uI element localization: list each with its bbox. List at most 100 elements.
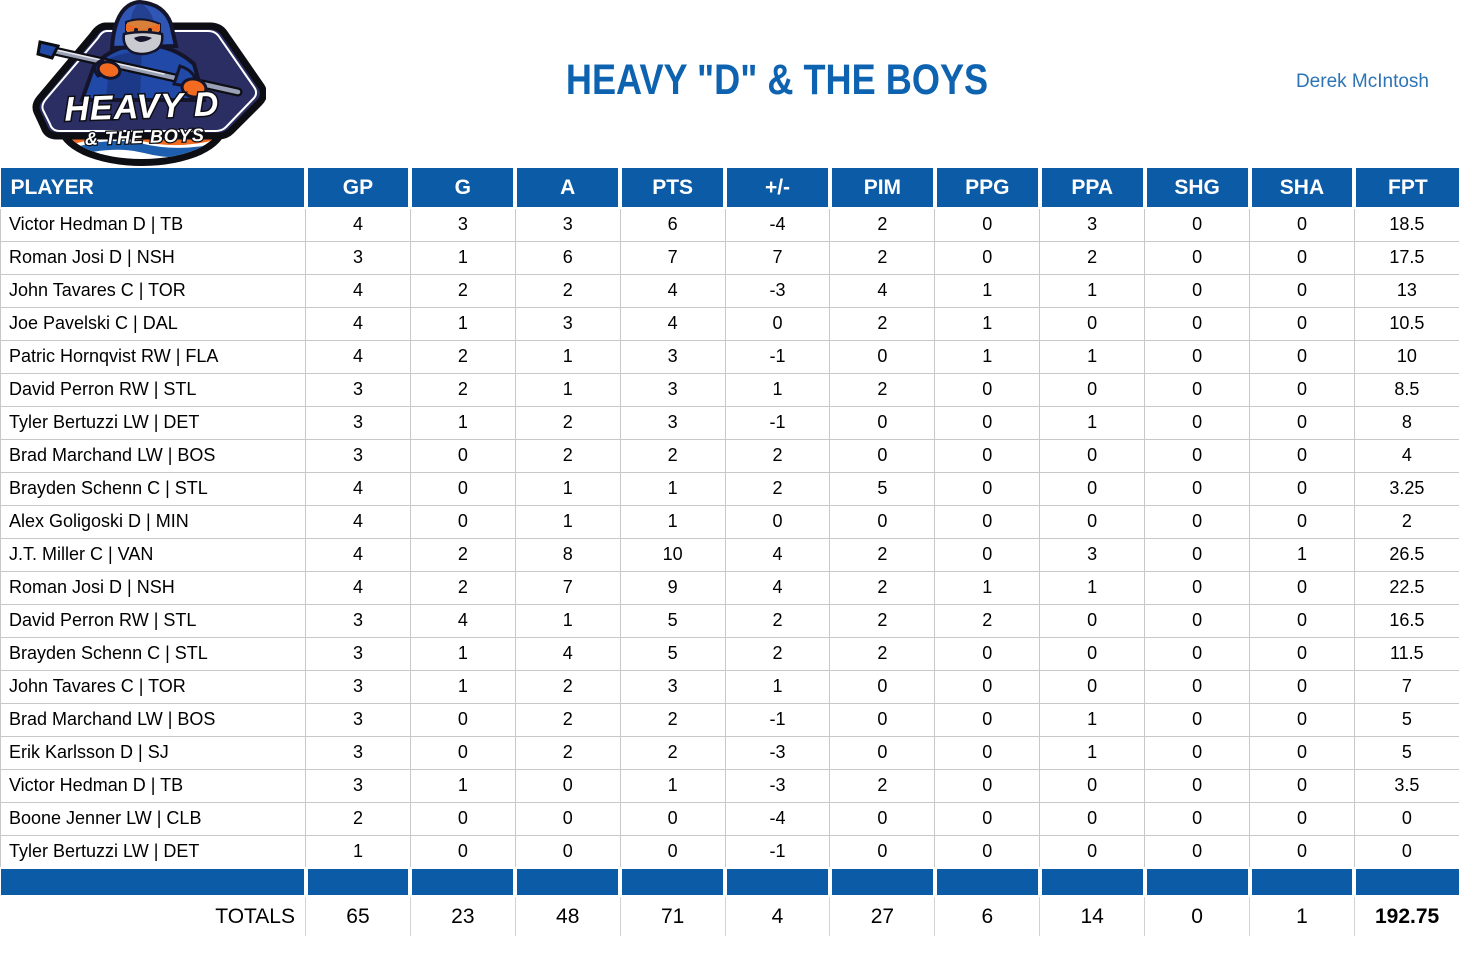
stat-cell: 1: [514, 339, 621, 374]
stat-cell: 0: [1249, 504, 1355, 539]
stat-cell: 0: [514, 834, 621, 869]
stat-cell: 2: [409, 570, 516, 605]
totals-pts: 71: [620, 896, 726, 936]
stat-cell: 6: [514, 240, 621, 275]
stat-cell: 0: [934, 636, 1041, 671]
stat-cell: -3: [724, 735, 831, 770]
table-row: David Perron RW | STL 3 4 1 5 2 2 2 0 0 …: [0, 603, 1459, 638]
stat-cell: 11.5: [1353, 636, 1459, 671]
table-row: Brayden Schenn C | STL 3 1 4 5 2 2 0 0 0…: [0, 636, 1459, 671]
stat-cell: 0: [1249, 801, 1355, 836]
stat-cell: 0: [1353, 801, 1459, 836]
stat-cell: 0: [1144, 603, 1251, 638]
stat-cell: 3: [514, 207, 621, 242]
column-header-ppa: PPA: [1039, 168, 1147, 209]
stat-cell: 2: [514, 438, 621, 473]
stat-cell: 0: [1144, 669, 1251, 704]
player-name-cell: Tyler Bertuzzi LW | DET: [0, 834, 306, 869]
stat-cell: 3: [305, 438, 411, 473]
stat-cell: 1: [934, 339, 1041, 374]
stat-cell: 4: [724, 537, 831, 572]
player-name-cell: J.T. Miller C | VAN: [0, 537, 306, 572]
stat-cell: 0: [409, 504, 516, 539]
stat-cell: 8.5: [1353, 372, 1459, 407]
stat-cell: 2: [305, 801, 411, 836]
divider-bar-cell: [1039, 867, 1147, 897]
stat-cell: 5: [619, 636, 726, 671]
stat-cell: 3: [305, 669, 411, 704]
stat-cell: -1: [724, 339, 831, 374]
stat-cell: 2: [1039, 240, 1146, 275]
stat-cell: 10: [619, 537, 726, 572]
stat-cell: 2: [829, 240, 936, 275]
totals-ppg: 6: [934, 896, 1041, 936]
stat-cell: 0: [1144, 801, 1251, 836]
stat-cell: 0: [934, 471, 1041, 506]
stat-cell: 2: [514, 702, 621, 737]
stat-cell: 3: [305, 768, 411, 803]
stat-cell: 3: [305, 735, 411, 770]
owner-name: Derek McIntosh: [1295, 71, 1429, 92]
totals-shg: 0: [1144, 896, 1251, 936]
player-name-cell: David Perron RW | STL: [0, 603, 306, 638]
stat-cell: 0: [1039, 372, 1146, 407]
stat-cell: 0: [829, 669, 936, 704]
stat-cell: 0: [829, 339, 936, 374]
table-row: Victor Hedman D | TB 4 3 3 6 -4 2 0 3 0 …: [0, 207, 1459, 242]
divider-bar-cell: [0, 867, 308, 897]
stat-cell: 2: [724, 603, 831, 638]
stat-cell: 1: [934, 273, 1041, 308]
totals-gp: 65: [305, 896, 411, 936]
stat-cell: 1: [514, 471, 621, 506]
stat-cell: 0: [934, 669, 1041, 704]
stat-cell: -1: [724, 834, 831, 869]
logo-line2: & THE BOYS: [85, 125, 206, 149]
stat-cell: 0: [829, 438, 936, 473]
stat-cell: 3: [619, 339, 726, 374]
stat-cell: 0: [1144, 570, 1251, 605]
stat-cell: 0: [514, 768, 621, 803]
stat-cell: 22.5: [1353, 570, 1459, 605]
stat-cell: 2: [724, 438, 831, 473]
divider-bar-cell: [725, 867, 832, 897]
stat-cell: 1: [409, 240, 516, 275]
stat-cell: 1: [409, 669, 516, 704]
stat-cell: 0: [934, 240, 1041, 275]
player-name-cell: Erik Karlsson D | SJ: [0, 735, 306, 770]
stat-cell: -3: [724, 768, 831, 803]
totals-pim: 27: [829, 896, 936, 936]
stat-cell: 0: [1039, 801, 1146, 836]
stat-cell: 0: [829, 504, 936, 539]
stat-cell: 3.25: [1353, 471, 1459, 506]
stat-cell: 0: [1039, 669, 1146, 704]
stat-cell: 0: [409, 438, 516, 473]
stat-cell: 1: [305, 834, 411, 869]
stat-cell: 1: [1249, 537, 1355, 572]
divider-bar-cell: [1249, 867, 1357, 897]
stat-cell: 13: [1353, 273, 1459, 308]
stat-cell: 0: [1249, 207, 1355, 242]
stat-cell: 3: [305, 372, 411, 407]
stat-cell: 0: [1039, 504, 1146, 539]
stat-cell: 3: [305, 702, 411, 737]
player-name-cell: Roman Josi D | NSH: [0, 240, 306, 275]
stat-cell: 1: [1039, 339, 1146, 374]
totals-label: TOTALS: [0, 896, 306, 936]
logo-line1: HEAVY D: [64, 85, 220, 128]
table-body: Victor Hedman D | TB 4 3 3 6 -4 2 0 3 0 …: [0, 207, 1459, 869]
stat-cell: 0: [829, 834, 936, 869]
stat-cell: 4: [724, 570, 831, 605]
stat-cell: 0: [934, 405, 1041, 440]
stat-cell: 2: [829, 207, 936, 242]
stat-cell: 0: [409, 702, 516, 737]
table-row: Victor Hedman D | TB 3 1 0 1 -3 2 0 0 0 …: [0, 768, 1459, 803]
stat-cell: 0: [1144, 504, 1251, 539]
stat-cell: 4: [305, 537, 411, 572]
stat-cell: 0: [829, 735, 936, 770]
stat-cell: 2: [514, 273, 621, 308]
stat-cell: 4: [305, 273, 411, 308]
stat-cell: 2: [829, 603, 936, 638]
stat-cell: 0: [1144, 768, 1251, 803]
stat-cell: 3: [409, 207, 516, 242]
stat-cell: 1: [619, 768, 726, 803]
